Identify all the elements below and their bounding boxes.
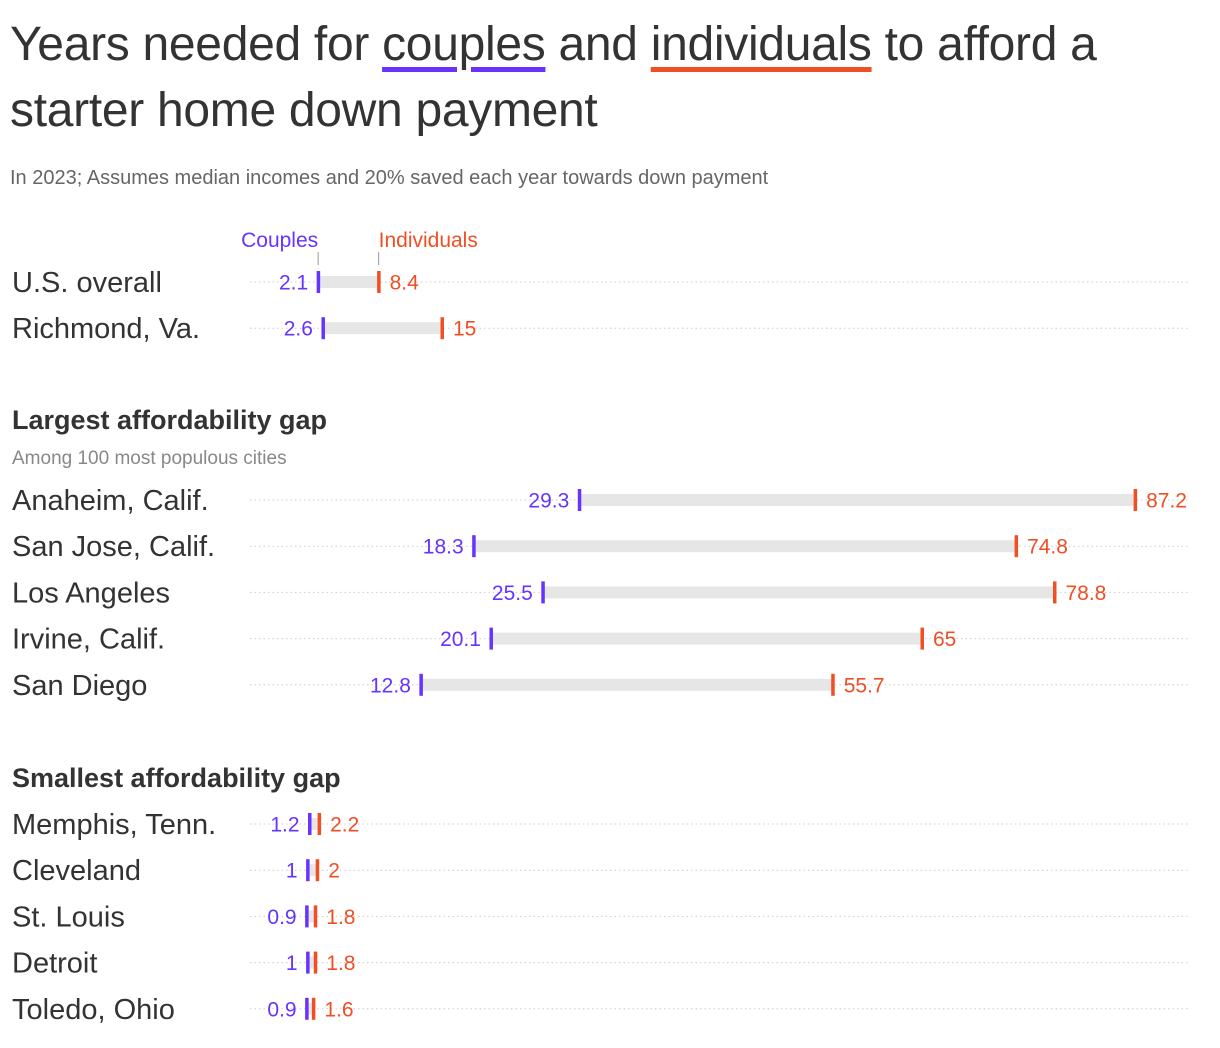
- individuals-value-detroit: 1.8: [326, 952, 355, 975]
- couples-marker-anaheim-calif: [577, 489, 582, 511]
- gap-bar-toledo-ohio: [306, 1002, 314, 1015]
- couples-value-u-s-overall: 2.1: [279, 272, 308, 295]
- couples-value-cleveland: 1: [286, 860, 298, 883]
- row-label-cleveland: Cleveland: [12, 855, 141, 887]
- individuals-value-irvine-calif: 65: [933, 628, 956, 651]
- couples-value-detroit: 1: [286, 952, 298, 975]
- gap-bar-richmond-va: [322, 322, 442, 335]
- chart-title: Years needed for couples and individuals…: [10, 12, 1210, 144]
- individuals-value-richmond-va: 15: [453, 318, 476, 341]
- gap-bar-san-jose-calif: [473, 540, 1017, 553]
- individuals-marker-memphis-tenn: [317, 813, 322, 835]
- couples-value-toledo-ohio: 0.9: [267, 998, 296, 1021]
- individuals-marker-toledo-ohio: [311, 997, 316, 1020]
- row-label-san-diego: San Diego: [12, 670, 147, 702]
- individuals-marker-anaheim-calif: [1133, 489, 1138, 511]
- row-label-toledo-ohio: Toledo, Ohio: [12, 994, 175, 1026]
- couples-marker-u-s-overall: [316, 271, 321, 293]
- legend-individuals: Individuals: [379, 229, 478, 252]
- individuals-marker-los-angeles: [1052, 581, 1057, 604]
- section-title-smallest: Smallest affordability gap: [12, 763, 341, 793]
- title-part2: and: [545, 18, 651, 71]
- couples-marker-richmond-va: [321, 317, 325, 340]
- gap-bar-los-angeles: [542, 586, 1055, 599]
- individuals-marker-u-s-overall: [377, 271, 381, 293]
- individuals-value-memphis-tenn: 2.2: [330, 814, 359, 837]
- row-label-richmond-va: Richmond, Va.: [12, 313, 200, 345]
- couples-value-los-angeles: 25.5: [492, 582, 533, 605]
- gap-bar-memphis-tenn: [309, 818, 320, 830]
- individuals-value-toledo-ohio: 1.6: [324, 998, 353, 1021]
- couples-marker-memphis-tenn: [308, 813, 312, 835]
- row-label-irvine-calif: Irvine, Calif.: [12, 624, 165, 656]
- couples-value-san-diego: 12.8: [370, 674, 411, 697]
- chart-subtitle: In 2023; Assumes median incomes and 20% …: [10, 167, 769, 189]
- individuals-value-anaheim-calif: 87.2: [1146, 490, 1187, 513]
- couples-marker-san-diego: [419, 673, 423, 696]
- individuals-marker-richmond-va: [440, 317, 444, 340]
- section-title-largest: Largest affordability gap: [12, 405, 327, 435]
- couples-value-st-louis: 0.9: [267, 906, 296, 929]
- row-label-u-s-overall: U.S. overall: [12, 267, 162, 299]
- gap-bar-detroit: [307, 956, 316, 969]
- title-individuals-word: individuals: [650, 18, 872, 71]
- couples-marker-toledo-ohio: [305, 997, 309, 1020]
- gap-bar-u-s-overall: [318, 276, 379, 288]
- couples-value-irvine-calif: 20.1: [440, 628, 481, 651]
- section-subtitle-largest: Among 100 most populous cities: [12, 448, 287, 469]
- row-label-los-angeles: Los Angeles: [12, 577, 170, 609]
- gap-bar-anaheim-calif: [579, 494, 1136, 506]
- individuals-marker-san-diego: [831, 673, 835, 696]
- gap-bar-cleveland: [307, 864, 318, 877]
- gap-bar-irvine-calif: [490, 632, 922, 645]
- row-label-san-jose-calif: San Jose, Calif.: [12, 531, 215, 563]
- individuals-value-u-s-overall: 8.4: [390, 272, 420, 295]
- individuals-value-los-angeles: 78.8: [1065, 582, 1106, 605]
- title-part1: Years needed for: [10, 18, 383, 71]
- couples-marker-detroit: [306, 951, 310, 974]
- individuals-marker-irvine-calif: [920, 627, 924, 650]
- gap-bar-san-diego: [420, 678, 833, 691]
- couples-marker-los-angeles: [541, 581, 545, 604]
- row-label-st-louis: St. Louis: [12, 901, 125, 933]
- couples-marker-san-jose-calif: [472, 535, 476, 558]
- individuals-value-san-diego: 55.7: [844, 674, 885, 697]
- individuals-value-cleveland: 2: [328, 860, 340, 883]
- couples-marker-st-louis: [305, 905, 309, 928]
- couples-marker-cleveland: [306, 859, 310, 882]
- couples-value-richmond-va: 2.6: [284, 318, 313, 341]
- row-label-detroit: Detroit: [12, 948, 97, 980]
- couples-value-memphis-tenn: 1.2: [270, 814, 299, 837]
- individuals-marker-cleveland: [315, 859, 320, 882]
- individuals-value-san-jose-calif: 74.8: [1027, 536, 1068, 559]
- gap-bar-st-louis: [306, 910, 316, 923]
- row-label-anaheim-calif: Anaheim, Calif.: [12, 485, 209, 517]
- individuals-marker-detroit: [313, 951, 318, 974]
- row-label-memphis-tenn: Memphis, Tenn.: [12, 809, 216, 841]
- title-couples-word: couples: [382, 18, 546, 71]
- couples-value-san-jose-calif: 18.3: [423, 536, 464, 559]
- title-part3: to afford a starter home down payment: [10, 18, 1097, 137]
- individuals-marker-st-louis: [313, 905, 318, 928]
- individuals-marker-san-jose-calif: [1014, 535, 1019, 558]
- individuals-value-st-louis: 1.8: [326, 906, 355, 929]
- couples-value-anaheim-calif: 29.3: [528, 490, 569, 513]
- couples-marker-irvine-calif: [489, 627, 493, 650]
- legend-couples: Couples: [241, 229, 318, 252]
